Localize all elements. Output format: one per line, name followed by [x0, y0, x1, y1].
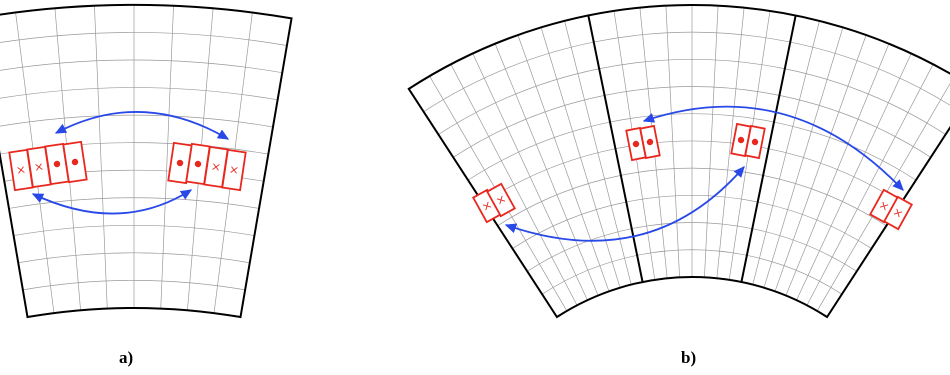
exchange-arrow-top [642, 105, 904, 191]
mesh-arc-line [790, 41, 950, 106]
panel-a-ghost-cells [8, 140, 247, 192]
ghost-cell [882, 195, 914, 231]
cross-stroke [18, 166, 24, 174]
cross-stroke [485, 201, 489, 211]
panel-a-label: a) [119, 348, 133, 367]
panel-b-multi-block [407, 4, 950, 319]
cell-cross-marker [893, 208, 903, 218]
mesh-arc-line [0, 59, 283, 74]
mesh-radial-line [564, 20, 632, 285]
mesh-radial-line [796, 53, 912, 301]
mesh-arc-line [0, 32, 287, 46]
panel-b-label: b) [681, 348, 696, 367]
exchange-arrow-bottom [31, 189, 193, 215]
cell-dot-marker [53, 160, 61, 168]
mesh-radial-line [540, 27, 621, 288]
cell-dot-marker [176, 159, 184, 167]
ghost-cell [203, 145, 229, 189]
exchange-arrow-bottom [504, 166, 745, 242]
mesh-radial-line [160, 5, 174, 309]
mesh-radial-line [450, 64, 578, 306]
ghost-cell [185, 142, 211, 186]
cell-dot-marker [71, 158, 79, 166]
panel-b-ghost-cells [471, 122, 914, 231]
cross-stroke [230, 167, 238, 173]
cell-cross-marker [212, 163, 220, 171]
cell-cross-marker [482, 201, 492, 211]
mesh-radial-line [785, 43, 890, 296]
cross-stroke [499, 195, 503, 205]
mesh-radial-line [763, 27, 844, 288]
mesh-arc-line [0, 114, 274, 128]
ghost-cell [221, 148, 247, 192]
panel-a-exchange-arrows [31, 111, 230, 215]
panel-a-single-block [0, 4, 293, 319]
panel-b-exchange-arrows [504, 105, 904, 242]
cross-stroke [893, 211, 903, 215]
ghost-cell [62, 140, 88, 184]
block-boundary [0, 4, 293, 319]
cell-cross-marker [230, 166, 238, 174]
mesh-arc-line [0, 87, 278, 101]
block-interface [587, 15, 644, 283]
cell-cross-marker [496, 195, 506, 205]
outer-boundary [407, 4, 950, 319]
cell-dot-marker [632, 140, 640, 148]
panel-a-block-outline [0, 4, 293, 319]
cross-stroke [36, 163, 42, 171]
mesh-radial-line [494, 43, 599, 296]
panel-b-mesh-grid [423, 5, 950, 312]
cell-dot-marker [194, 160, 202, 168]
mesh-radial-line [774, 34, 867, 292]
mesh-radial-line [472, 53, 588, 301]
mesh-radial-line [806, 64, 934, 306]
mesh-radial-line [94, 5, 108, 309]
exchange-arrow-top [54, 111, 230, 140]
cell-cross-marker [879, 201, 889, 211]
cross-stroke [212, 164, 220, 170]
cross-stroke [879, 204, 889, 208]
mesh-radial-line [517, 34, 610, 292]
cell-cross-marker [35, 163, 43, 171]
cell-cross-marker [17, 166, 25, 174]
